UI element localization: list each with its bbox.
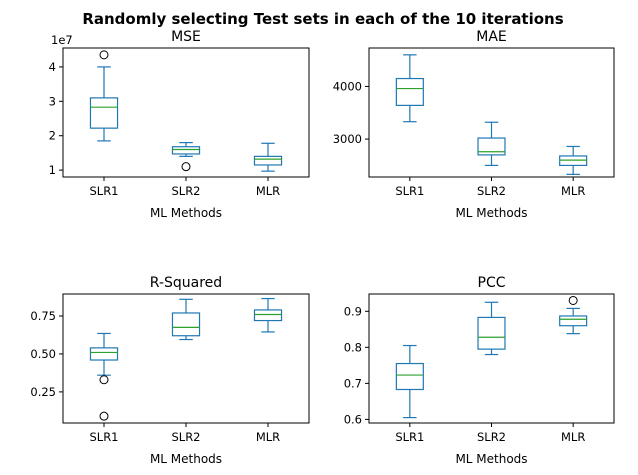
subplot-mae: MAE 3000 4000 SLR1 SLR2 MLR ML Methods bbox=[333, 29, 615, 220]
subplot-title: PCC bbox=[478, 275, 506, 291]
x-tick-label-mlr: MLR bbox=[256, 430, 280, 444]
box-slr2 bbox=[477, 301, 506, 356]
x-axis-label: ML Methods bbox=[150, 206, 222, 220]
iqr-box bbox=[477, 316, 506, 350]
figure-title: Randomly selecting Test sets in each of … bbox=[82, 10, 563, 28]
subplot-pcc: PCC 0.6 0.7 0.8 0.9 SLR1 SLR2 MLR ML Methods bbox=[344, 275, 615, 466]
box-slr2 bbox=[477, 121, 506, 167]
outlier-point bbox=[181, 162, 191, 172]
y-tick-label: 0.25 bbox=[30, 385, 56, 399]
box-slr2 bbox=[171, 142, 201, 172]
y-tick-label: 3 bbox=[49, 94, 56, 108]
box-slr1 bbox=[395, 54, 424, 123]
x-tick-label-slr2: SLR2 bbox=[477, 430, 506, 444]
x-tick-label-slr1: SLR1 bbox=[395, 184, 424, 198]
box-slr1 bbox=[395, 344, 424, 419]
x-tick-label-slr2: SLR2 bbox=[171, 184, 200, 198]
box-mlr bbox=[559, 295, 588, 335]
y-tick-label: 4000 bbox=[333, 79, 362, 93]
x-tick-label-mlr: MLR bbox=[256, 184, 280, 198]
box-mlr bbox=[253, 297, 283, 333]
box-mlr bbox=[253, 142, 283, 172]
iqr-box bbox=[395, 77, 424, 106]
outlier-point bbox=[99, 50, 109, 60]
axes-frame bbox=[62, 293, 310, 424]
y-tick-label: 1 bbox=[49, 163, 56, 177]
y-tick-label: 0.8 bbox=[344, 340, 362, 354]
x-tick-label-slr1: SLR1 bbox=[89, 184, 118, 198]
y-tick-label: 0.50 bbox=[30, 347, 56, 361]
y-tick-label: 3000 bbox=[333, 132, 362, 146]
iqr-box bbox=[171, 312, 201, 337]
axis-offset-label: 1e7 bbox=[51, 33, 73, 47]
x-axis-label: ML Methods bbox=[455, 452, 527, 466]
axes-frame bbox=[62, 47, 310, 178]
x-tick-label-slr2: SLR2 bbox=[477, 184, 506, 198]
box-slr1 bbox=[89, 50, 119, 142]
iqr-box bbox=[171, 146, 201, 155]
outlier-point bbox=[99, 375, 109, 385]
outlier-point bbox=[99, 411, 109, 421]
x-tick-label-mlr: MLR bbox=[561, 184, 585, 198]
y-tick-label: 0.7 bbox=[344, 376, 362, 390]
axes-frame bbox=[368, 47, 615, 178]
axes-frame bbox=[368, 293, 615, 424]
subplot-title: MSE bbox=[171, 29, 201, 45]
iqr-box bbox=[89, 97, 119, 129]
iqr-box bbox=[89, 347, 119, 361]
x-axis-label: ML Methods bbox=[150, 452, 222, 466]
y-tick-label: 2 bbox=[49, 129, 56, 143]
y-tick-label: 4 bbox=[49, 60, 56, 74]
x-tick-label-slr1: SLR1 bbox=[395, 430, 424, 444]
y-tick-label: 0.6 bbox=[344, 412, 362, 426]
iqr-box bbox=[559, 315, 588, 327]
y-tick-label: 0.9 bbox=[344, 304, 362, 318]
box-slr1 bbox=[89, 332, 119, 421]
subplot-title: R-Squared bbox=[150, 275, 222, 291]
subplot-mse: MSE 1e7 1 2 3 4 SLR1 SLR2 MLR ML Methods bbox=[49, 29, 310, 220]
y-tick-label: 0.75 bbox=[30, 309, 56, 323]
box-slr2 bbox=[171, 298, 201, 341]
iqr-box bbox=[253, 309, 283, 322]
iqr-box bbox=[477, 137, 506, 156]
subplot-r-squared: R-Squared 0.25 0.50 0.75 SLR1 SLR2 MLR ML Metho… bbox=[30, 275, 310, 466]
subplot-title: MAE bbox=[476, 29, 507, 45]
x-tick-label-slr2: SLR2 bbox=[171, 430, 200, 444]
outlier-point bbox=[568, 295, 578, 305]
iqr-box bbox=[253, 155, 283, 166]
box-mlr bbox=[559, 145, 588, 175]
x-axis-label: ML Methods bbox=[455, 206, 527, 220]
iqr-box bbox=[395, 362, 424, 391]
x-tick-label-mlr: MLR bbox=[561, 430, 585, 444]
x-tick-label-slr1: SLR1 bbox=[89, 430, 118, 444]
